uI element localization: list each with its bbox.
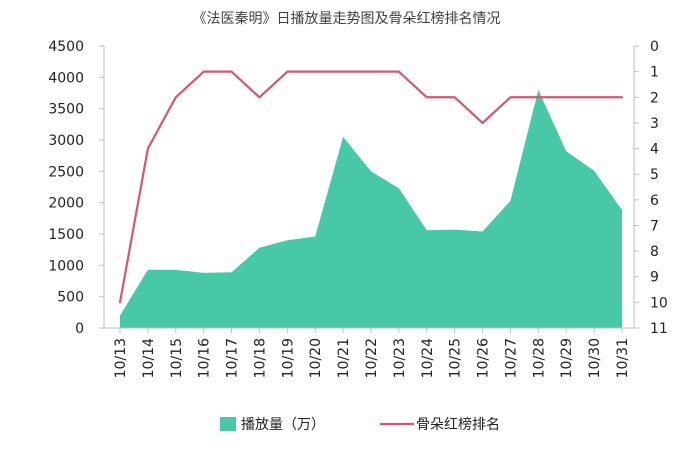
x-tick-label: 10/23 bbox=[392, 338, 408, 378]
x-tick-label: 10/17 bbox=[225, 338, 241, 378]
axes-layer bbox=[103, 46, 635, 329]
line-layer bbox=[118, 70, 624, 304]
right-tick-label: 0 bbox=[650, 39, 659, 55]
right-tick-label: 11 bbox=[650, 321, 668, 337]
right-tick-label: 6 bbox=[650, 193, 659, 209]
x-tick-label: 10/13 bbox=[113, 338, 129, 378]
left-tick-label: 2500 bbox=[48, 164, 84, 180]
legend-label-views: 播放量（万） bbox=[241, 417, 325, 433]
x-tick-label: 10/20 bbox=[308, 338, 324, 378]
x-tick-label: 10/31 bbox=[615, 338, 631, 378]
right-tick-label: 9 bbox=[650, 270, 659, 286]
legend: 播放量（万） 骨朵红榜排名 bbox=[220, 416, 500, 433]
series-area-views bbox=[120, 89, 622, 328]
x-tick-label: 10/25 bbox=[448, 338, 464, 378]
x-tick-label: 10/18 bbox=[252, 338, 268, 378]
left-tick-label: 3500 bbox=[48, 102, 84, 118]
left-tick-label: 0 bbox=[75, 321, 84, 337]
area-layer bbox=[119, 89, 623, 328]
right-tick-label: 4 bbox=[650, 142, 659, 158]
right-tick-label: 8 bbox=[650, 244, 659, 260]
chart-title: 《法医秦明》日播放量走势图及骨朵红榜排名情况 bbox=[192, 11, 501, 27]
x-tick-label: 10/15 bbox=[169, 338, 185, 378]
right-tick-label: 10 bbox=[650, 295, 668, 311]
left-tick-label: 4000 bbox=[48, 70, 84, 86]
left-tick-label: 1500 bbox=[48, 227, 84, 243]
legend-marker-area bbox=[220, 417, 236, 431]
right-tick-label: 2 bbox=[650, 90, 659, 106]
x-tick-label: 10/29 bbox=[559, 338, 575, 378]
left-axis-ticks: 0 500 1000 1500 2000 2500 3000 3500 4000 4500 bbox=[48, 39, 104, 337]
x-tick-label: 10/30 bbox=[587, 338, 603, 378]
x-tick-label: 10/24 bbox=[420, 338, 436, 378]
x-tick-label: 10/14 bbox=[141, 338, 157, 378]
right-tick-label: 1 bbox=[650, 65, 659, 81]
left-tick-label: 3000 bbox=[48, 133, 84, 149]
x-tick-label: 10/28 bbox=[531, 338, 547, 378]
left-tick-label: 2000 bbox=[48, 196, 84, 212]
left-tick-label: 500 bbox=[57, 290, 84, 306]
x-tick-label: 10/27 bbox=[503, 338, 519, 378]
x-tick-label: 10/21 bbox=[336, 338, 352, 378]
x-axis-ticks: 10/13 10/14 10/15 10/16 10/17 10/18 10/19 10/20… bbox=[113, 328, 631, 378]
legend-label-rank: 骨朵红榜排名 bbox=[416, 416, 500, 433]
right-axis-ticks: 0 1 2 3 4 5 6 7 8 9 10 11 bbox=[634, 39, 668, 337]
right-tick-label: 5 bbox=[650, 167, 659, 183]
right-tick-label: 3 bbox=[650, 116, 659, 132]
x-tick-label: 10/19 bbox=[280, 338, 296, 378]
x-tick-label: 10/26 bbox=[476, 338, 492, 378]
right-tick-label: 7 bbox=[650, 218, 659, 234]
left-tick-label: 1000 bbox=[48, 258, 84, 274]
left-tick-label: 4500 bbox=[48, 39, 84, 55]
x-tick-label: 10/22 bbox=[364, 338, 380, 378]
x-tick-label: 10/16 bbox=[197, 338, 213, 378]
